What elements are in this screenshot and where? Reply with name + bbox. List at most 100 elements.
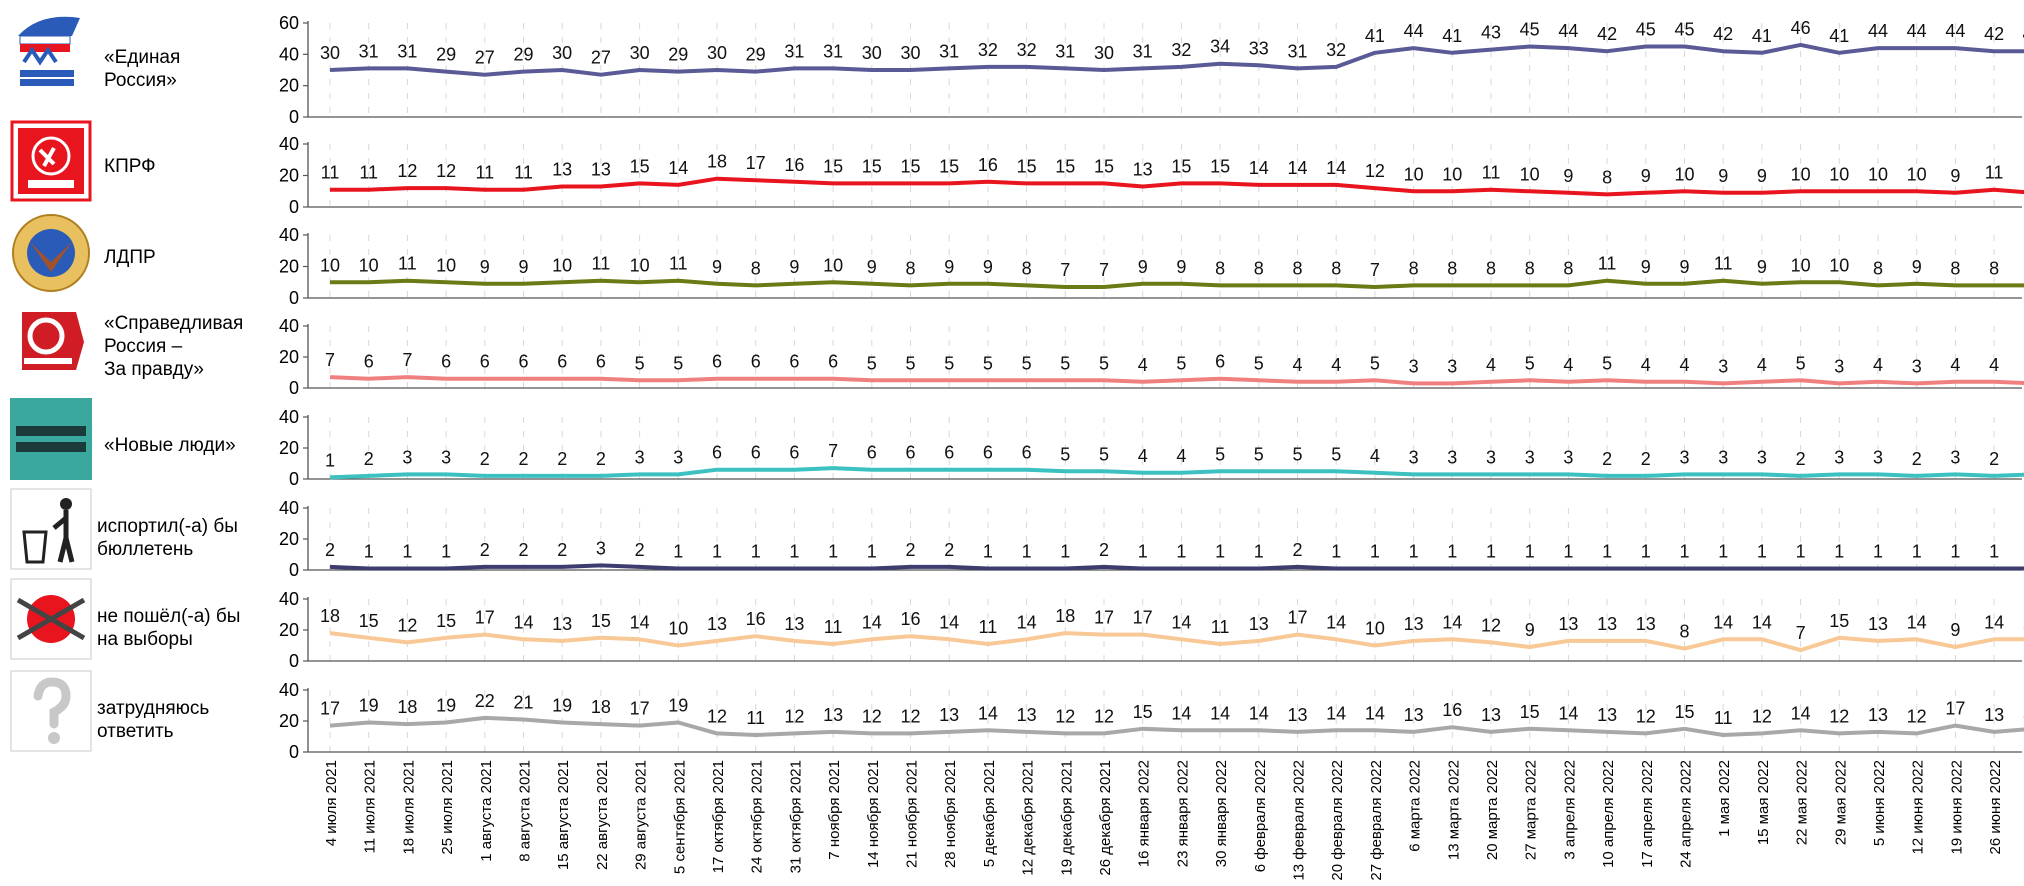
data-label: 8 — [1215, 258, 1225, 278]
data-label: 17 — [1945, 699, 1965, 719]
data-label: 14 — [1713, 612, 1733, 632]
data-label: 6 — [983, 443, 993, 463]
data-label: 41 — [1829, 26, 1849, 46]
x-tick-label: 26 декабря 2021 — [1097, 760, 1114, 876]
data-label: 2 — [518, 540, 528, 560]
data-label: 3 — [596, 538, 606, 558]
x-tick-label: 24 октября 2021 — [749, 760, 766, 873]
x-tick-label: 11 июля 2021 — [362, 760, 379, 853]
data-label: 13 — [1017, 705, 1037, 725]
data-label: 10 — [1674, 164, 1694, 184]
x-tick-label: 6 февраля 2022 — [1252, 760, 1269, 872]
data-label: 27 — [591, 48, 611, 68]
trash-bin-icon — [10, 488, 92, 570]
data-label: 13 — [1868, 705, 1888, 725]
series-label: «Новые люди» — [104, 435, 236, 456]
data-label: 13 — [552, 614, 572, 634]
data-label: 3 — [1679, 447, 1689, 467]
data-label: 5 — [635, 353, 645, 373]
data-label: 10 — [436, 255, 456, 275]
data-label: 2 — [325, 540, 335, 560]
data-label: 11 — [592, 254, 611, 274]
data-label: 3 — [1834, 447, 1844, 467]
data-label: 14 — [1326, 158, 1346, 178]
data-label: 1 — [325, 450, 335, 470]
data-label: 12 — [1636, 706, 1656, 726]
data-label: 12 — [784, 706, 804, 726]
data-label: 1 — [1873, 541, 1883, 561]
y-tick-label: 20 — [279, 620, 299, 640]
data-label: 17 — [320, 699, 340, 719]
data-label: 12 — [436, 161, 456, 181]
data-label: 33 — [1249, 38, 1269, 58]
data-label: 19 — [436, 696, 456, 716]
data-label: 5 — [1370, 353, 1380, 373]
data-label: 8 — [1447, 258, 1457, 278]
data-label: 8 — [1254, 258, 1264, 278]
y-tick-label: 0 — [289, 107, 299, 127]
x-tick-label: 27 февраля 2022 — [1368, 760, 1385, 881]
y-tick-label: 0 — [289, 742, 299, 762]
x-tick-label: 13 февраля 2022 — [1291, 760, 1308, 881]
data-label: 7 — [1370, 260, 1380, 280]
data-label: 8 — [1679, 622, 1689, 642]
data-label: 3 — [1409, 356, 1419, 376]
data-label: 11 — [398, 254, 417, 274]
data-label: 17 — [1133, 608, 1153, 628]
x-tick-label: 15 августа 2021 — [555, 760, 572, 870]
data-label: 14 — [1326, 703, 1346, 723]
data-label: 9 — [480, 257, 490, 277]
data-label: 13 — [1868, 614, 1888, 634]
data-label: 34 — [1210, 37, 1230, 57]
data-label: 32 — [1326, 40, 1346, 60]
x-tick-label: 7 ноября 2021 — [826, 760, 843, 860]
data-label: 14 — [862, 612, 882, 632]
data-label: 5 — [1331, 444, 1341, 464]
data-label: 8 — [905, 258, 915, 278]
fair-russia-logo — [10, 300, 92, 382]
data-label: 1 — [1060, 541, 1070, 561]
data-label: 9 — [789, 257, 799, 277]
data-label: 3 — [1834, 356, 1844, 376]
data-label: 13 — [1287, 705, 1307, 725]
data-label: 11 — [1985, 163, 2004, 183]
data-label: 13 — [784, 614, 804, 634]
data-label: 9 — [944, 257, 954, 277]
y-tick-label: 60 — [279, 13, 299, 33]
data-label: 15 — [2023, 702, 2024, 722]
data-label: 4 — [1641, 355, 1651, 375]
data-label: 6 — [751, 352, 761, 372]
data-label: 10 — [823, 255, 843, 275]
data-label: 5 — [867, 353, 877, 373]
data-label: 6 — [867, 443, 877, 463]
y-tick-label: 0 — [289, 651, 299, 671]
data-label: 1 — [1679, 541, 1689, 561]
data-label: 8 — [1409, 258, 1419, 278]
y-tick-label: 20 — [279, 438, 299, 458]
data-label: 31 — [1287, 41, 1307, 61]
data-label: 17 — [630, 699, 650, 719]
data-label: 3 — [1718, 356, 1728, 376]
data-label: 12 — [1752, 706, 1772, 726]
data-label: 3 — [1409, 447, 1419, 467]
data-label: 12 — [1365, 161, 1385, 181]
data-label: 31 — [939, 41, 959, 61]
data-label: 1 — [1641, 541, 1651, 561]
y-tick-label: 40 — [279, 498, 299, 518]
data-label: 11 — [746, 708, 765, 728]
data-label: 44 — [1907, 21, 1927, 41]
data-label: 15 — [591, 611, 611, 631]
data-label: 30 — [862, 43, 882, 63]
data-label: 2 — [635, 540, 645, 560]
data-label: 14 — [513, 612, 533, 632]
x-tick-label: 8 августа 2021 — [517, 760, 534, 862]
data-label: 1 — [1525, 541, 1535, 561]
data-label: 29 — [746, 45, 766, 65]
x-tick-label: 4 июля 2021 — [323, 760, 340, 846]
data-label: 13 — [1249, 614, 1269, 634]
data-label: 6 — [1022, 443, 1032, 463]
data-label: 18 — [1055, 606, 1075, 626]
data-label: 2 — [518, 449, 528, 469]
x-tick-label: 21 ноября 2021 — [904, 760, 921, 868]
x-tick-label: 17 апреля 2022 — [1639, 760, 1656, 868]
